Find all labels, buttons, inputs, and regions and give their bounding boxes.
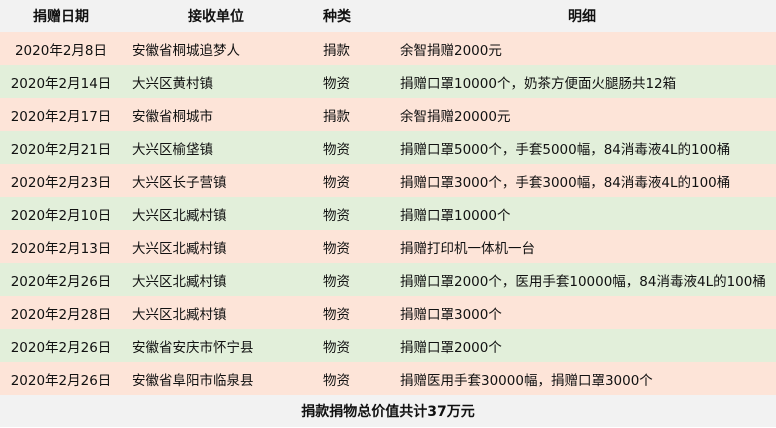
cell-detail: 捐赠口罩3000个，手套3000幅，84消毒液4L的100桶 [388, 164, 776, 197]
cell-detail: 捐赠口罩10000个 [388, 197, 776, 230]
cell-date: 2020年2月8日 [0, 32, 122, 65]
cell-recipient: 大兴区黄村镇 [122, 65, 310, 98]
table-row: 2020年2月21日 大兴区榆垡镇 物资 捐赠口罩5000个，手套5000幅，84消毒… [0, 131, 776, 164]
cell-detail: 捐赠医用手套30000幅，捐赠口罩3000个 [388, 362, 776, 395]
cell-date: 2020年2月26日 [0, 263, 122, 296]
cell-type: 物资 [310, 329, 388, 362]
cell-recipient: 大兴区榆垡镇 [122, 131, 310, 164]
table-row: 2020年2月26日 安徽省阜阳市临泉县 物资 捐赠医用手套30000幅，捐赠口罩30… [0, 362, 776, 395]
cell-type: 物资 [310, 230, 388, 263]
table-row: 2020年2月28日 大兴区北臧村镇 物资 捐赠口罩3000个 [0, 296, 776, 329]
table-row: 2020年2月23日 大兴区长子营镇 物资 捐赠口罩3000个，手套3000幅，84消… [0, 164, 776, 197]
cell-detail: 捐赠口罩2000个 [388, 329, 776, 362]
header-type: 种类 [310, 0, 388, 32]
cell-recipient: 安徽省桐城市 [122, 98, 310, 131]
table-row: 2020年2月26日 安徽省安庆市怀宁县 物资 捐赠口罩2000个 [0, 329, 776, 362]
cell-detail: 捐赠口罩3000个 [388, 296, 776, 329]
cell-type: 物资 [310, 296, 388, 329]
cell-date: 2020年2月26日 [0, 329, 122, 362]
cell-date: 2020年2月17日 [0, 98, 122, 131]
cell-recipient: 大兴区北臧村镇 [122, 263, 310, 296]
cell-type: 物资 [310, 197, 388, 230]
cell-type: 物资 [310, 263, 388, 296]
table-row: 2020年2月8日 安徽省桐城追梦人 捐款 余智捐赠2000元 [0, 32, 776, 65]
cell-date: 2020年2月23日 [0, 164, 122, 197]
cell-detail: 余智捐赠20000元 [388, 98, 776, 131]
table-row: 2020年2月10日 大兴区北臧村镇 物资 捐赠口罩10000个 [0, 197, 776, 230]
table-row: 2020年2月26日 大兴区北臧村镇 物资 捐赠口罩2000个，医用手套10000幅，… [0, 263, 776, 296]
cell-detail: 捐赠口罩5000个，手套5000幅，84消毒液4L的100桶 [388, 131, 776, 164]
cell-type: 物资 [310, 131, 388, 164]
header-row: 捐赠日期 接收单位 种类 明细 [0, 0, 776, 32]
header-date: 捐赠日期 [0, 0, 122, 32]
cell-type: 捐款 [310, 32, 388, 65]
cell-detail: 捐赠打印机一体机一台 [388, 230, 776, 263]
cell-type: 物资 [310, 164, 388, 197]
cell-type: 物资 [310, 362, 388, 395]
total-summary: 捐款捐物总价值共计37万元 [0, 395, 776, 427]
cell-date: 2020年2月28日 [0, 296, 122, 329]
cell-type: 物资 [310, 65, 388, 98]
table-row: 2020年2月13日 大兴区北臧村镇 物资 捐赠打印机一体机一台 [0, 230, 776, 263]
cell-recipient: 大兴区长子营镇 [122, 164, 310, 197]
table-row: 2020年2月17日 安徽省桐城市 捐款 余智捐赠20000元 [0, 98, 776, 131]
table-row: 2020年2月14日 大兴区黄村镇 物资 捐赠口罩10000个，奶茶方便面火腿肠共12… [0, 65, 776, 98]
cell-detail: 捐赠口罩2000个，医用手套10000幅，84消毒液4L的100桶 [388, 263, 776, 296]
cell-recipient: 大兴区北臧村镇 [122, 197, 310, 230]
cell-recipient: 安徽省桐城追梦人 [122, 32, 310, 65]
cell-recipient: 大兴区北臧村镇 [122, 230, 310, 263]
header-recipient: 接收单位 [122, 0, 310, 32]
cell-date: 2020年2月21日 [0, 131, 122, 164]
cell-recipient: 大兴区北臧村镇 [122, 296, 310, 329]
cell-recipient: 安徽省安庆市怀宁县 [122, 329, 310, 362]
cell-recipient: 安徽省阜阳市临泉县 [122, 362, 310, 395]
cell-detail: 捐赠口罩10000个，奶茶方便面火腿肠共12箱 [388, 65, 776, 98]
header-detail: 明细 [388, 0, 776, 32]
footer-row: 捐款捐物总价值共计37万元 [0, 395, 776, 427]
cell-date: 2020年2月13日 [0, 230, 122, 263]
cell-date: 2020年2月10日 [0, 197, 122, 230]
cell-detail: 余智捐赠2000元 [388, 32, 776, 65]
cell-date: 2020年2月26日 [0, 362, 122, 395]
cell-type: 捐款 [310, 98, 388, 131]
cell-date: 2020年2月14日 [0, 65, 122, 98]
